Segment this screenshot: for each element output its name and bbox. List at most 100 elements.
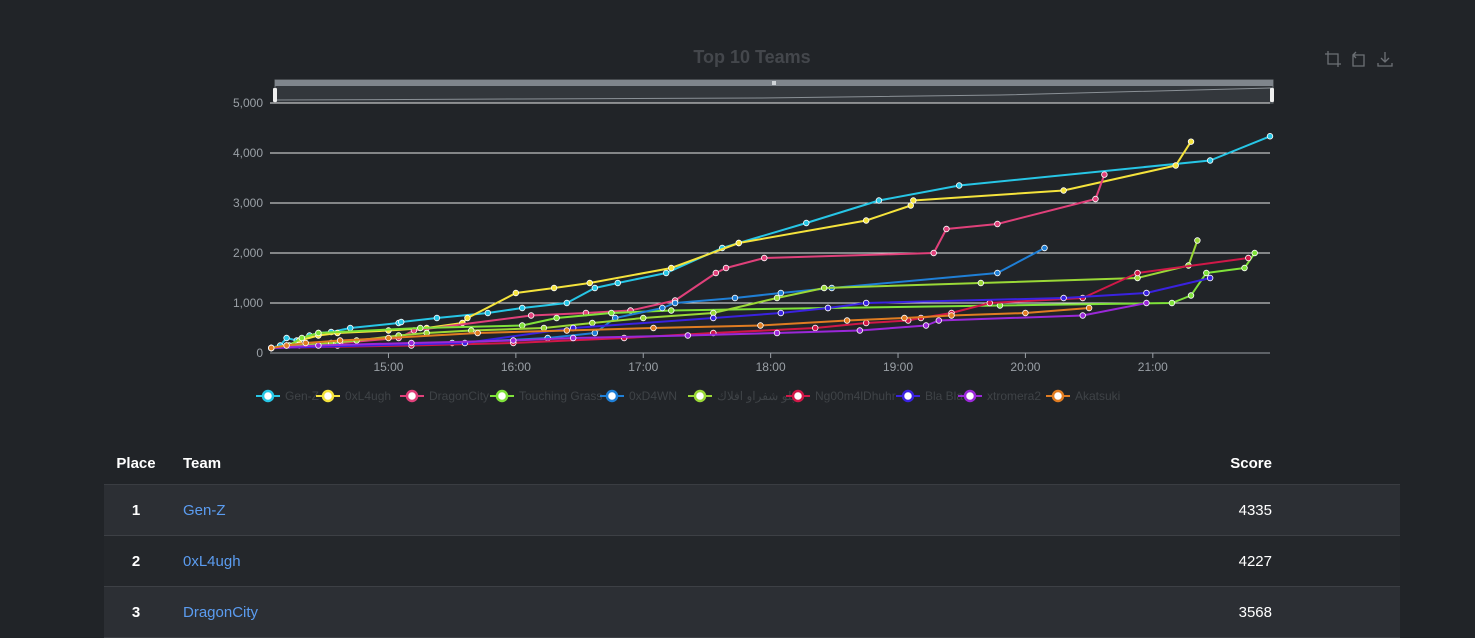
data-point[interactable] — [977, 279, 985, 287]
legend-item[interactable]: Gen-Z — [256, 389, 319, 403]
download-icon[interactable] — [1376, 50, 1394, 68]
data-point[interactable] — [875, 197, 883, 204]
data-point[interactable] — [1187, 292, 1195, 299]
legend-item[interactable]: 0xL4ugh — [316, 389, 391, 403]
data-zoom-left-handle[interactable] — [273, 88, 277, 102]
data-point[interactable] — [773, 329, 781, 337]
data-point[interactable] — [540, 324, 548, 332]
score-header[interactable]: Score — [1112, 442, 1400, 485]
legend-item[interactable]: پلو شفراو افلاك — [688, 389, 795, 403]
data-point[interactable] — [803, 219, 810, 227]
data-point[interactable] — [710, 314, 717, 322]
data-point[interactable] — [862, 217, 870, 224]
data-point[interactable] — [1266, 133, 1274, 140]
data-point[interactable] — [336, 337, 344, 344]
data-point[interactable] — [1172, 162, 1179, 169]
data-point[interactable] — [773, 294, 781, 302]
data-point[interactable] — [519, 322, 526, 329]
data-point[interactable] — [910, 197, 917, 204]
data-point[interactable] — [671, 299, 679, 307]
data-point[interactable] — [1022, 309, 1029, 317]
data-point[interactable] — [550, 284, 558, 292]
team-header[interactable]: Team — [168, 442, 1112, 485]
data-point[interactable] — [512, 289, 520, 297]
data-point[interactable] — [1101, 171, 1108, 178]
data-point[interactable] — [1206, 157, 1214, 164]
data-zoom-center-grip[interactable] — [772, 81, 776, 85]
data-point[interactable] — [298, 334, 306, 342]
team-link-0xl4ugh[interactable]: 0xL4ugh — [183, 552, 241, 570]
data-point[interactable] — [650, 324, 657, 332]
data-point[interactable] — [510, 337, 517, 344]
team-link-dragoncity[interactable]: DragonCity — [183, 603, 259, 621]
data-point[interactable] — [901, 314, 908, 322]
data-point[interactable] — [812, 324, 819, 332]
data-point[interactable] — [464, 314, 471, 322]
legend-item[interactable]: 0xD4WN — [600, 389, 677, 403]
data-point[interactable] — [935, 317, 942, 324]
zoom-icon[interactable] — [1324, 50, 1342, 68]
place-header[interactable]: Place — [104, 442, 168, 485]
data-point[interactable] — [712, 269, 720, 277]
data-point[interactable] — [856, 327, 864, 334]
data-point[interactable] — [553, 314, 560, 322]
data-point[interactable] — [1143, 299, 1150, 307]
data-point[interactable] — [1143, 289, 1150, 297]
data-point[interactable] — [484, 309, 492, 317]
data-point[interactable] — [608, 309, 615, 317]
data-point[interactable] — [347, 324, 354, 332]
data-point[interactable] — [662, 269, 670, 277]
data-point[interactable] — [408, 339, 415, 347]
data-point[interactable] — [1203, 269, 1210, 277]
data-point[interactable] — [986, 299, 993, 307]
data-point[interactable] — [862, 319, 870, 327]
data-point[interactable] — [668, 307, 675, 314]
data-point[interactable] — [315, 342, 322, 349]
data-point[interactable] — [268, 344, 275, 352]
data-point[interactable] — [824, 304, 832, 312]
data-point[interactable] — [1194, 237, 1201, 244]
data-point[interactable] — [722, 264, 730, 272]
data-point[interactable] — [569, 334, 577, 342]
data-point[interactable] — [943, 225, 950, 233]
data-point[interactable] — [302, 339, 309, 347]
data-point[interactable] — [283, 334, 290, 342]
legend[interactable]: Gen-Z 0xL4ugh DragonCity Touching Grass 0xD4… — [256, 389, 1120, 403]
data-point[interactable] — [1134, 269, 1141, 277]
data-point[interactable] — [668, 264, 675, 272]
legend-item[interactable]: xtromera2 — [958, 389, 1041, 403]
data-point[interactable] — [761, 254, 768, 262]
data-point[interactable] — [731, 294, 739, 302]
data-point[interactable] — [777, 309, 785, 317]
data-zoom-right-handle[interactable] — [1270, 88, 1274, 102]
data-point[interactable] — [1168, 299, 1176, 307]
data-point[interactable] — [922, 322, 930, 329]
legend-item[interactable]: Touching Grass — [490, 389, 602, 403]
data-point[interactable] — [820, 284, 828, 292]
data-point[interactable] — [1092, 195, 1099, 203]
data-point[interactable] — [398, 318, 405, 326]
restore-icon[interactable] — [1350, 50, 1368, 68]
data-point[interactable] — [563, 299, 571, 307]
legend-item[interactable]: Akatsuki — [1046, 389, 1120, 403]
data-point[interactable] — [994, 220, 1001, 228]
data-point[interactable] — [591, 284, 599, 292]
data-point[interactable] — [1241, 264, 1248, 272]
data-point[interactable] — [283, 342, 290, 349]
data-point[interactable] — [659, 304, 666, 312]
data-point[interactable] — [527, 312, 535, 319]
team-link-gen-z[interactable]: Gen-Z — [183, 501, 226, 519]
data-point[interactable] — [843, 317, 851, 324]
data-point[interactable] — [930, 249, 937, 257]
data-point[interactable] — [1079, 312, 1086, 319]
data-point[interactable] — [614, 279, 621, 287]
data-point[interactable] — [1187, 138, 1195, 145]
data-point[interactable] — [640, 314, 647, 322]
data-point[interactable] — [1060, 294, 1067, 302]
data-point[interactable] — [1085, 304, 1093, 312]
data-point[interactable] — [563, 327, 571, 334]
data-point[interactable] — [589, 319, 596, 327]
data-point[interactable] — [433, 314, 441, 322]
data-point[interactable] — [684, 332, 692, 339]
legend-item[interactable]: Ng00m4lDhuhr — [786, 389, 896, 403]
